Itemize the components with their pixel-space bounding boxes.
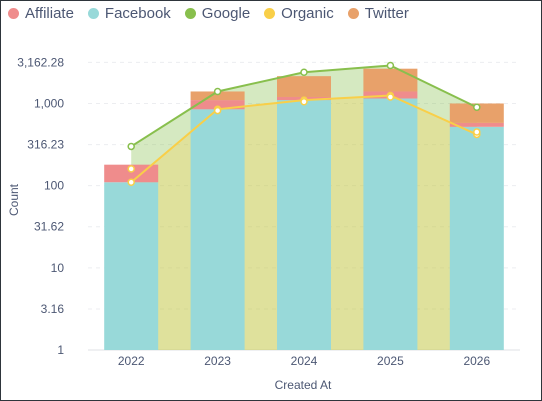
bars: [104, 68, 504, 350]
bar-facebook: [104, 182, 159, 350]
point-google: [386, 61, 395, 70]
y-tick-label: 100: [44, 179, 64, 193]
point-organic: [473, 128, 481, 136]
point-google: [473, 103, 481, 111]
legend-swatch-twitter: [347, 8, 359, 19]
bar-facebook: [190, 109, 245, 350]
y-tick-label: 316.23: [27, 138, 64, 152]
y-tick-label: 3.16: [41, 302, 65, 316]
legend-label-organic: Organic: [281, 5, 334, 22]
legend-item-twitter[interactable]: Twitter: [347, 5, 409, 22]
y-tick-label: 1: [57, 343, 64, 357]
legend-label-google: Google: [201, 5, 251, 22]
y-axis-title: Count: [7, 183, 21, 216]
x-tick-label: 2024: [291, 354, 318, 368]
point-google: [300, 68, 308, 76]
y-tick-label: 1,000: [34, 96, 64, 110]
bar-twitter: [363, 68, 418, 92]
bar-twitter: [190, 91, 245, 101]
legend-item-facebook[interactable]: Facebook: [87, 5, 171, 22]
y-tick-label: 3,162.28: [17, 55, 64, 69]
legend-label-facebook: Facebook: [104, 5, 171, 22]
y-tick-label: 10: [51, 261, 65, 275]
legend-item-google[interactable]: Google: [184, 5, 251, 22]
point-organic: [127, 165, 135, 173]
point-google: [127, 142, 135, 151]
bar-facebook: [363, 98, 418, 350]
point-organic: [386, 93, 395, 101]
x-tick-labels: 2022 2023 2024 2025 2026: [118, 354, 491, 368]
bar-affiliate: [104, 164, 159, 183]
bar-twitter: [449, 103, 504, 123]
bar-twitter: [277, 76, 331, 97]
y-tick-labels: 1 3.16 10 31.62 100 316.23 1,000 3,162.28: [17, 55, 64, 357]
x-tick-label: 2022: [118, 354, 145, 368]
point-organic: [213, 106, 222, 115]
chart-legend: Affiliate Facebook Google Organic Twitte…: [8, 5, 423, 22]
legend-item-affiliate[interactable]: Affiliate: [8, 5, 74, 22]
bar-facebook: [449, 126, 504, 350]
x-tick-label: 2025: [377, 354, 404, 368]
legend-label-affiliate: Affiliate: [25, 5, 74, 22]
legend-swatch-affiliate: [8, 8, 19, 19]
legend-item-organic[interactable]: Organic: [264, 5, 334, 22]
x-tick-label: 2026: [463, 354, 490, 368]
legend-label-twitter: Twitter: [364, 5, 409, 22]
point-organic: [127, 178, 135, 187]
legend-swatch-organic: [264, 8, 276, 19]
point-organic: [300, 97, 308, 106]
series-lines: [127, 61, 481, 187]
point-google: [213, 87, 222, 96]
y-tick-label: 31.62: [34, 220, 64, 234]
legend-swatch-facebook: [87, 8, 99, 19]
x-tick-label: 2023: [204, 354, 231, 368]
x-axis-title: Created At: [275, 378, 332, 392]
bar-facebook: [277, 100, 331, 350]
bar-affiliate: [190, 100, 245, 110]
bar-affiliate: [449, 122, 504, 127]
legend-swatch-google: [184, 8, 196, 19]
